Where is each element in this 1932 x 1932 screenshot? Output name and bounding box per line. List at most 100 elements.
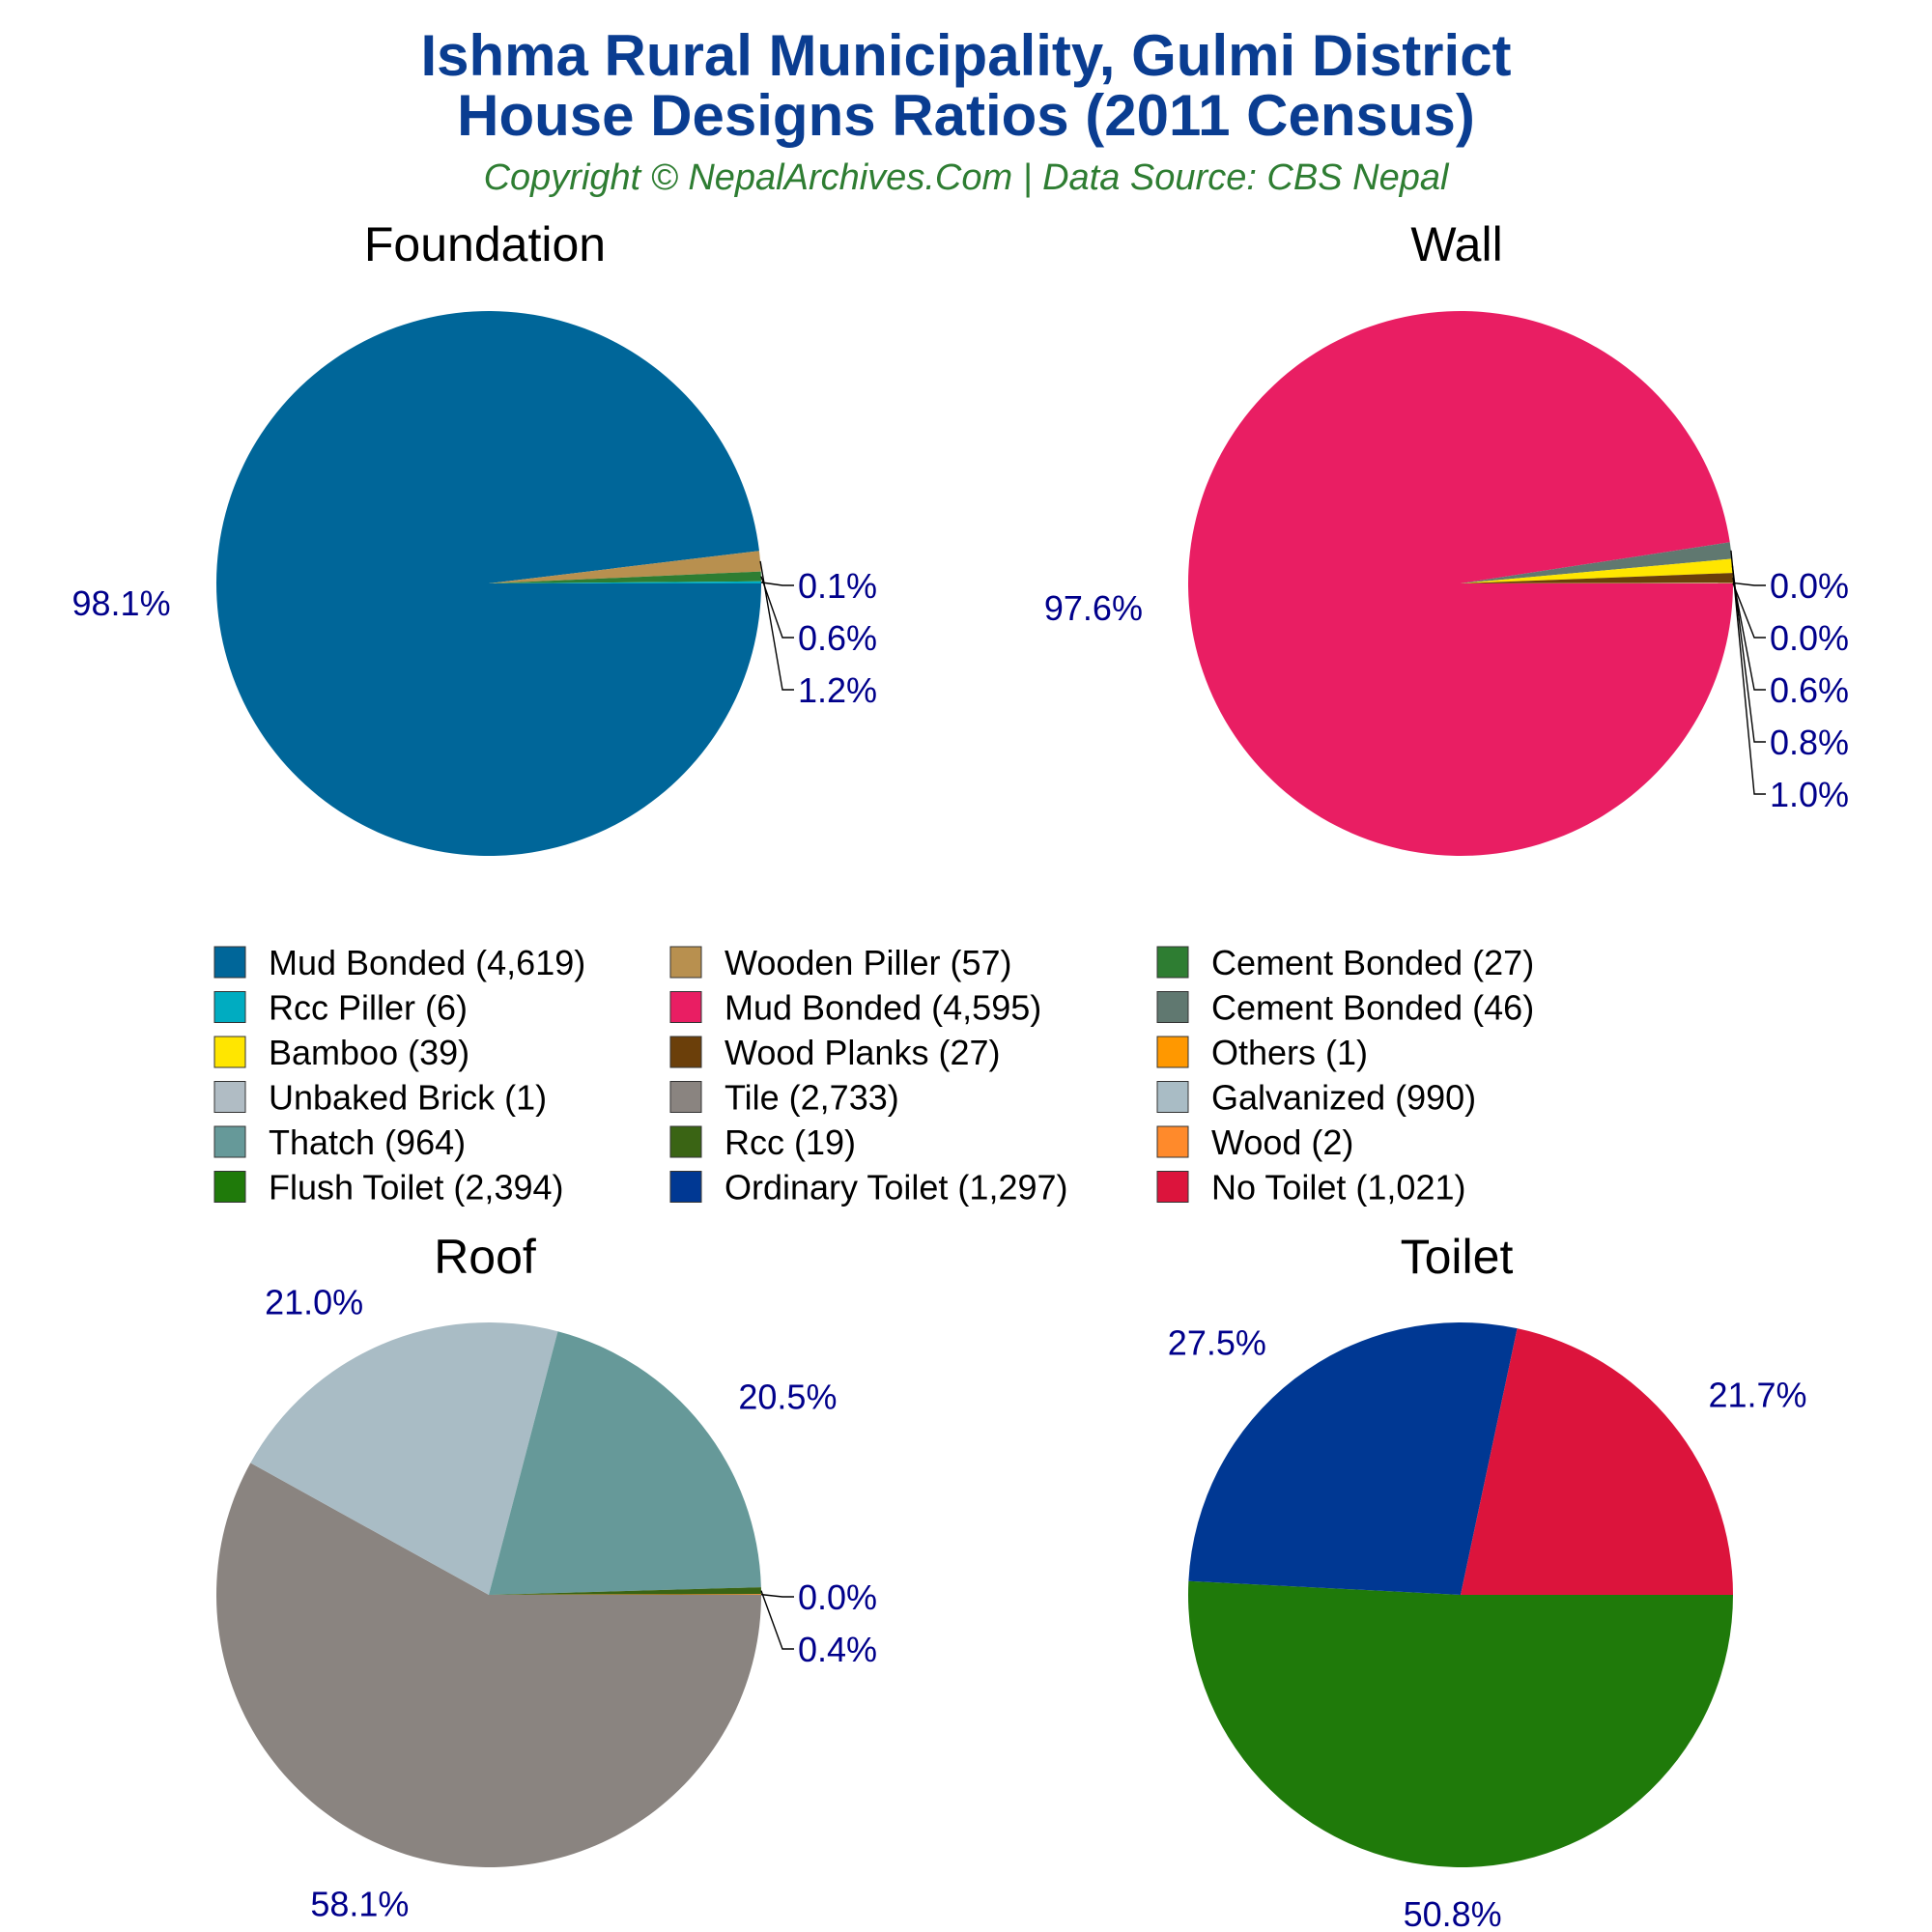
chart-title-line2: House Designs Ratios (2011 Census) [457, 83, 1475, 148]
pct-label-roof-galvanized: 21.0% [265, 1283, 363, 1322]
leader-line-foundation-wooden-piller [759, 560, 794, 691]
pie-slice-toilet-ordinary-toilet [1188, 1322, 1518, 1595]
legend-swatch [1156, 1125, 1189, 1158]
legend-label: Galvanized (990) [1211, 1078, 1476, 1118]
legend-item: Wood (2) [1156, 1122, 1353, 1162]
legend-label: Thatch (964) [269, 1122, 466, 1162]
legend-swatch [1156, 1036, 1189, 1068]
pie-slice-roof-tile [215, 1463, 762, 1867]
legend-item: Unbaked Brick (1) [213, 1078, 547, 1118]
legend-label: No Toilet (1,021) [1211, 1168, 1465, 1208]
pct-label-foundation-wooden-piller: 1.2% [798, 670, 877, 710]
legend-swatch [213, 991, 246, 1023]
leader-line-wall-wood-planks [1732, 578, 1766, 691]
legend-item: Cement Bonded (27) [1156, 943, 1534, 982]
legend-item: Mud Bonded (4,619) [213, 943, 585, 982]
pct-label-foundation-mud-bonded: 98.1% [72, 583, 171, 623]
pct-label-foundation-rcc-piller: 0.1% [798, 566, 877, 606]
leader-line-roof-wood [760, 1593, 794, 1598]
pie-slice-wall-bamboo [1461, 558, 1733, 583]
pie-slice-wall-cement-bonded [1461, 542, 1732, 583]
legend-label: Cement Bonded (27) [1211, 943, 1534, 982]
legend-label: Wood (2) [1211, 1122, 1353, 1162]
pct-label-wall-unbaked-brick: 0.0% [1770, 618, 1849, 658]
pie-charts: Foundation 98.1% 0.1% 0.6% 1.2% Wall 97.6% 0.0%… [72, 217, 1850, 1932]
pct-label-wall-bamboo: 0.8% [1770, 723, 1849, 762]
pie-title-roof: Roof [434, 1230, 536, 1284]
pie-slice-roof-wood [489, 1594, 761, 1595]
legend-item: Bamboo (39) [213, 1033, 469, 1072]
leader-line-foundation-rcc-piller [760, 582, 794, 586]
legend-swatch [669, 1125, 702, 1158]
legend-swatch [1156, 1171, 1189, 1203]
pie-slice-roof-rcc [489, 1587, 761, 1595]
pct-label-wall-wood-planks: 0.6% [1770, 670, 1849, 710]
legend-item: Rcc Piller (6) [213, 988, 468, 1028]
pie-title-toilet: Toilet [1401, 1230, 1514, 1284]
legend-label: Rcc (19) [724, 1122, 856, 1162]
legend-swatch [213, 1125, 246, 1158]
leader-line-roof-rcc [760, 1590, 794, 1650]
pie-slice-roof-galvanized [250, 1322, 558, 1595]
pie-foundation: Foundation 98.1% 0.1% 0.6% 1.2% [72, 217, 877, 856]
leader-line-foundation-cement-bonded [760, 576, 794, 639]
pie-slice-foundation-wooden-piller [489, 551, 761, 583]
legend-label: Ordinary Toilet (1,297) [724, 1168, 1068, 1208]
pct-label-wall-cement-bonded: 1.0% [1770, 775, 1849, 814]
pie-title-wall: Wall [1410, 217, 1502, 271]
legend-swatch [669, 1081, 702, 1113]
legend-swatch [1156, 991, 1189, 1023]
chart-title-line1: Ishma Rural Municipality, Gulmi District [420, 23, 1511, 88]
pie-title-foundation: Foundation [364, 217, 606, 271]
pie-slice-toilet-flush-toilet [1188, 1580, 1733, 1868]
pct-label-roof-tile: 58.1% [310, 1885, 409, 1924]
legend-swatch [669, 1171, 702, 1203]
pie-slice-roof-thatch [489, 1331, 761, 1595]
pct-label-roof-rcc: 0.4% [798, 1630, 877, 1669]
legend-item: Thatch (964) [213, 1122, 466, 1162]
leader-line-wall-bamboo [1731, 565, 1766, 743]
pie-slice-wall-wood-planks [1461, 573, 1733, 583]
pct-label-roof-thatch: 20.5% [738, 1378, 837, 1417]
legend: Mud Bonded (4,619) Wooden Piller (57) Ceme… [213, 943, 1534, 1208]
legend-item: Rcc (19) [669, 1122, 856, 1162]
legend-swatch [669, 946, 702, 979]
legend-label: Mud Bonded (4,595) [724, 988, 1041, 1028]
legend-swatch [213, 1081, 246, 1113]
legend-label: Others (1) [1211, 1033, 1368, 1072]
legend-item: Wood Planks (27) [669, 1033, 1000, 1072]
legend-item: No Toilet (1,021) [1156, 1168, 1465, 1208]
legend-item: Mud Bonded (4,595) [669, 988, 1041, 1028]
legend-item: Flush Toilet (2,394) [213, 1168, 564, 1208]
pct-label-wall-mud-bonded: 97.6% [1044, 588, 1143, 628]
pie-slice-wall-mud-bonded [1187, 311, 1733, 857]
pie-slice-foundation-rcc-piller [489, 581, 761, 583]
legend-item: Galvanized (990) [1156, 1078, 1476, 1118]
legend-swatch [1156, 946, 1189, 979]
pie-slice-foundation-mud-bonded [215, 310, 761, 856]
legend-swatch [669, 1036, 702, 1068]
pie-wall: Wall 97.6% 0.0% 0.0% 0.6% 0.8% 1.0% [1044, 217, 1849, 857]
legend-label: Wooden Piller (57) [724, 943, 1011, 982]
pie-slice-toilet-no-toilet [1461, 1328, 1733, 1595]
legend-label: Tile (2,733) [724, 1078, 899, 1118]
pie-toilet: Toilet 50.8% 27.5% 21.7% [1168, 1230, 1807, 1932]
legend-swatch [213, 1036, 246, 1068]
legend-label: Rcc Piller (6) [269, 988, 468, 1028]
pie-slice-wall-others [1461, 582, 1733, 583]
legend-label: Flush Toilet (2,394) [269, 1168, 564, 1208]
pie-slice-foundation-cement-bonded [489, 571, 761, 583]
legend-item: Ordinary Toilet (1,297) [669, 1168, 1068, 1208]
legend-label: Cement Bonded (46) [1211, 988, 1534, 1028]
chart-subtitle: Copyright © NepalArchives.Com | Data Sou… [484, 157, 1450, 198]
legend-item: Tile (2,733) [669, 1078, 899, 1118]
legend-swatch [669, 991, 702, 1023]
legend-item: Wooden Piller (57) [669, 943, 1011, 982]
pct-label-roof-wood: 0.0% [798, 1577, 877, 1617]
leader-line-wall-cement-bonded [1730, 550, 1766, 795]
legend-item: Others (1) [1156, 1033, 1368, 1072]
leader-line-wall-unbaked-brick [1732, 582, 1766, 639]
legend-swatch [213, 946, 246, 979]
legend-swatch [213, 1171, 246, 1203]
